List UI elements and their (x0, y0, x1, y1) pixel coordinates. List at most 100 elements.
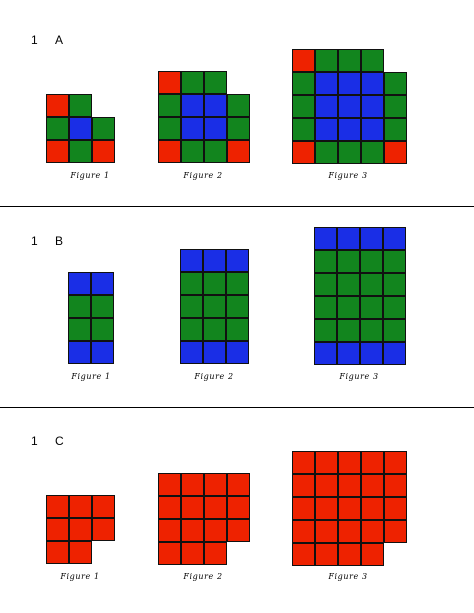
green-tile (337, 250, 360, 273)
green-tile (383, 296, 406, 319)
figure-a2-grid (158, 71, 250, 163)
red-tile (384, 520, 407, 543)
empty-space (227, 542, 250, 565)
green-tile (314, 319, 337, 342)
red-tile (92, 518, 115, 541)
red-tile (315, 543, 338, 566)
blue-tile (68, 272, 91, 295)
green-tile (226, 272, 249, 295)
blue-tile (91, 341, 114, 364)
green-tile (226, 295, 249, 318)
red-tile (204, 519, 227, 542)
red-tile (204, 473, 227, 496)
red-tile (46, 94, 69, 117)
red-tile (227, 140, 250, 163)
green-tile (92, 117, 115, 140)
green-tile (337, 273, 360, 296)
red-tile (338, 543, 361, 566)
green-tile (46, 117, 69, 140)
blue-tile (226, 249, 249, 272)
red-tile (181, 496, 204, 519)
green-tile (292, 118, 315, 141)
red-tile (384, 497, 407, 520)
red-tile (181, 542, 204, 565)
green-tile (314, 296, 337, 319)
red-tile (384, 451, 407, 474)
blue-tile (68, 341, 91, 364)
red-tile (315, 474, 338, 497)
green-tile (180, 295, 203, 318)
red-tile (69, 495, 92, 518)
blue-tile (361, 72, 384, 95)
green-tile (383, 273, 406, 296)
green-tile (314, 273, 337, 296)
red-tile (361, 451, 384, 474)
empty-space (384, 543, 407, 566)
red-tile (384, 474, 407, 497)
blue-tile (361, 95, 384, 118)
blue-tile (181, 117, 204, 140)
green-tile (181, 71, 204, 94)
section-number: 1 (31, 434, 39, 448)
section-number: 1 (31, 33, 39, 47)
blue-tile (204, 117, 227, 140)
red-tile (384, 141, 407, 164)
green-tile (384, 118, 407, 141)
figure-b2-grid (180, 249, 249, 364)
green-tile (360, 273, 383, 296)
blue-tile (315, 95, 338, 118)
blue-tile (203, 249, 226, 272)
blue-tile (91, 272, 114, 295)
green-tile (315, 141, 338, 164)
green-tile (91, 318, 114, 341)
green-tile (361, 49, 384, 72)
red-tile (338, 520, 361, 543)
blue-tile (337, 342, 360, 365)
red-tile (227, 496, 250, 519)
green-tile (360, 319, 383, 342)
figure-b1-grid (68, 272, 114, 364)
figure-c3-caption: Figure 3 (328, 572, 368, 581)
red-tile (338, 497, 361, 520)
green-tile (204, 71, 227, 94)
red-tile (46, 495, 69, 518)
red-tile (92, 495, 115, 518)
red-tile (204, 496, 227, 519)
red-tile (181, 519, 204, 542)
blue-tile (180, 249, 203, 272)
red-tile (69, 518, 92, 541)
blue-tile (315, 118, 338, 141)
red-tile (292, 141, 315, 164)
red-tile (158, 542, 181, 565)
section-letter: A (55, 33, 64, 47)
blue-tile (203, 341, 226, 364)
green-tile (69, 140, 92, 163)
red-tile (92, 140, 115, 163)
red-tile (46, 541, 69, 564)
green-tile (203, 318, 226, 341)
blue-tile (383, 227, 406, 250)
figure-c1-grid (46, 495, 115, 564)
red-tile (204, 542, 227, 565)
red-tile (292, 497, 315, 520)
green-tile (337, 319, 360, 342)
green-tile (180, 318, 203, 341)
green-tile (158, 94, 181, 117)
green-tile (227, 117, 250, 140)
blue-tile (338, 95, 361, 118)
figure-b2-caption: Figure 2 (194, 372, 234, 381)
red-tile (315, 520, 338, 543)
figure-b1-caption: Figure 1 (71, 372, 111, 381)
blue-tile (337, 227, 360, 250)
green-tile (338, 49, 361, 72)
blue-tile (314, 342, 337, 365)
section-divider (0, 407, 474, 408)
green-tile (68, 318, 91, 341)
red-tile (158, 519, 181, 542)
figure-a1-grid (46, 94, 115, 163)
figure-a3-grid (292, 49, 407, 164)
green-tile (383, 250, 406, 273)
figure-a1-caption: Figure 1 (70, 171, 110, 180)
green-tile (204, 140, 227, 163)
